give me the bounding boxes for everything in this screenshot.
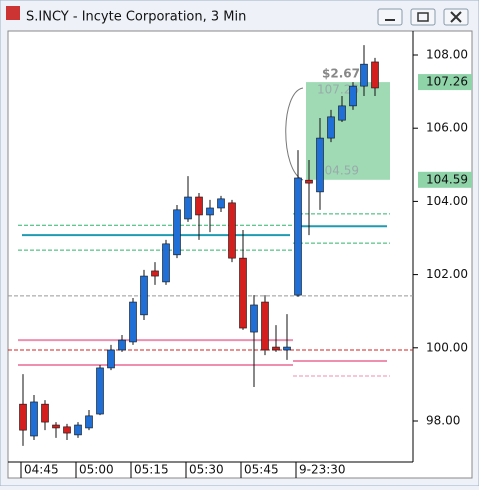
x-tick-label: 05:00 — [79, 463, 114, 477]
candle-body — [195, 196, 203, 216]
restore-button[interactable] — [410, 8, 436, 26]
price-highlight — [418, 74, 472, 91]
candle-body — [173, 209, 181, 256]
price-highlight — [418, 171, 472, 188]
restore-icon — [417, 12, 429, 22]
chart-area — [7, 30, 473, 479]
candle-body — [30, 401, 38, 437]
x-tick-label: 04:45 — [24, 463, 59, 477]
x-tick-label: 05:15 — [134, 463, 169, 477]
price-highlight-label: 107.26 — [426, 75, 468, 89]
candle-body — [360, 63, 368, 87]
candle-body — [107, 349, 115, 369]
candle-body — [294, 177, 302, 296]
candle-body — [371, 61, 379, 89]
candle-body — [228, 202, 236, 259]
candle-body — [239, 257, 247, 329]
candle-body — [96, 367, 104, 415]
candle-body — [327, 116, 335, 139]
x-tick-label: 05:30 — [189, 463, 224, 477]
measure-bottom-label: 104.59 — [317, 163, 359, 177]
candle-body — [41, 403, 49, 423]
window-icon — [6, 6, 20, 20]
candle-body — [316, 137, 324, 193]
candle-body — [217, 198, 225, 209]
y-tick-label: 104.00 — [426, 194, 468, 208]
minimize-button[interactable] — [377, 8, 403, 26]
measure-label: $2.67 — [322, 67, 360, 81]
window-title: S.INCY - Incyte Corporation, 3 Min — [26, 10, 246, 25]
measure-top-label: 107.26 — [317, 83, 359, 97]
y-tick-label: 100.00 — [426, 340, 468, 354]
window-buttons[interactable] — [377, 8, 469, 26]
y-tick-label: 102.00 — [426, 267, 468, 281]
candle-body — [151, 270, 159, 277]
candle-body — [338, 105, 346, 121]
x-tick-label: 05:45 — [244, 463, 279, 477]
x-tick-label: 9-23:30 — [299, 463, 346, 477]
candle-body — [184, 196, 192, 220]
candle-body — [140, 275, 148, 316]
candle-body — [261, 301, 269, 351]
measure-arrow — [285, 87, 304, 181]
candle-body — [74, 424, 82, 436]
candle-body — [305, 179, 313, 184]
y-tick-label: 108.00 — [426, 48, 468, 62]
candle-body — [349, 85, 357, 107]
candle-body — [162, 243, 170, 283]
candle-body — [52, 424, 60, 429]
y-tick-label: 98.00 — [426, 413, 460, 427]
y-tick-label: 106.00 — [426, 121, 468, 135]
candle-body — [250, 304, 258, 333]
candle-body — [118, 339, 126, 351]
candle-body — [206, 207, 214, 216]
candle-body — [19, 403, 27, 431]
price-highlight-label: 104.59 — [426, 172, 468, 186]
candle-body — [129, 301, 137, 343]
close-icon — [450, 11, 462, 23]
candle-body — [272, 346, 280, 351]
candle-body — [85, 415, 93, 429]
candle-body — [63, 426, 71, 434]
candle-body — [283, 346, 291, 351]
